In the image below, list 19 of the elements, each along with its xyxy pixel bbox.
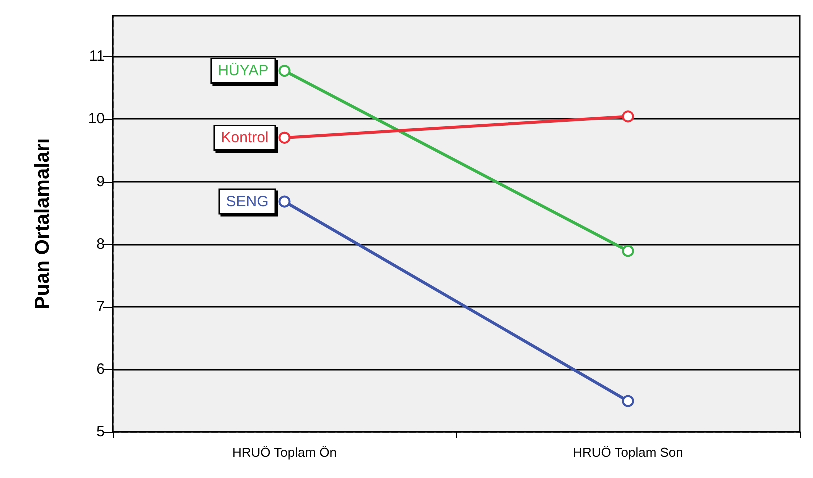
y-tick-label: 8 [96, 236, 105, 253]
y-tick-label: 10 [88, 110, 105, 128]
y-tick-label: 11 [89, 48, 105, 66]
y-tick-label: 5 [96, 424, 105, 440]
series-label: SENG [226, 193, 269, 210]
point [278, 65, 291, 78]
x-tick-label: HRUÖ Toplam Son [573, 445, 684, 460]
point [622, 395, 634, 408]
y-tick-label: 9 [96, 173, 105, 190]
point [278, 132, 291, 144]
point [622, 110, 634, 123]
series-label: Kontrol [221, 129, 269, 146]
series-label: HÜYAP [218, 62, 269, 80]
point [278, 196, 291, 208]
x-tick-label: HRUÖ Toplam Ön [232, 445, 338, 460]
y-tick-label: 6 [96, 360, 105, 378]
point [622, 245, 634, 258]
y-tick-label: 7 [96, 298, 105, 316]
y-axis-title: Puan Ortalamaları [32, 138, 54, 310]
